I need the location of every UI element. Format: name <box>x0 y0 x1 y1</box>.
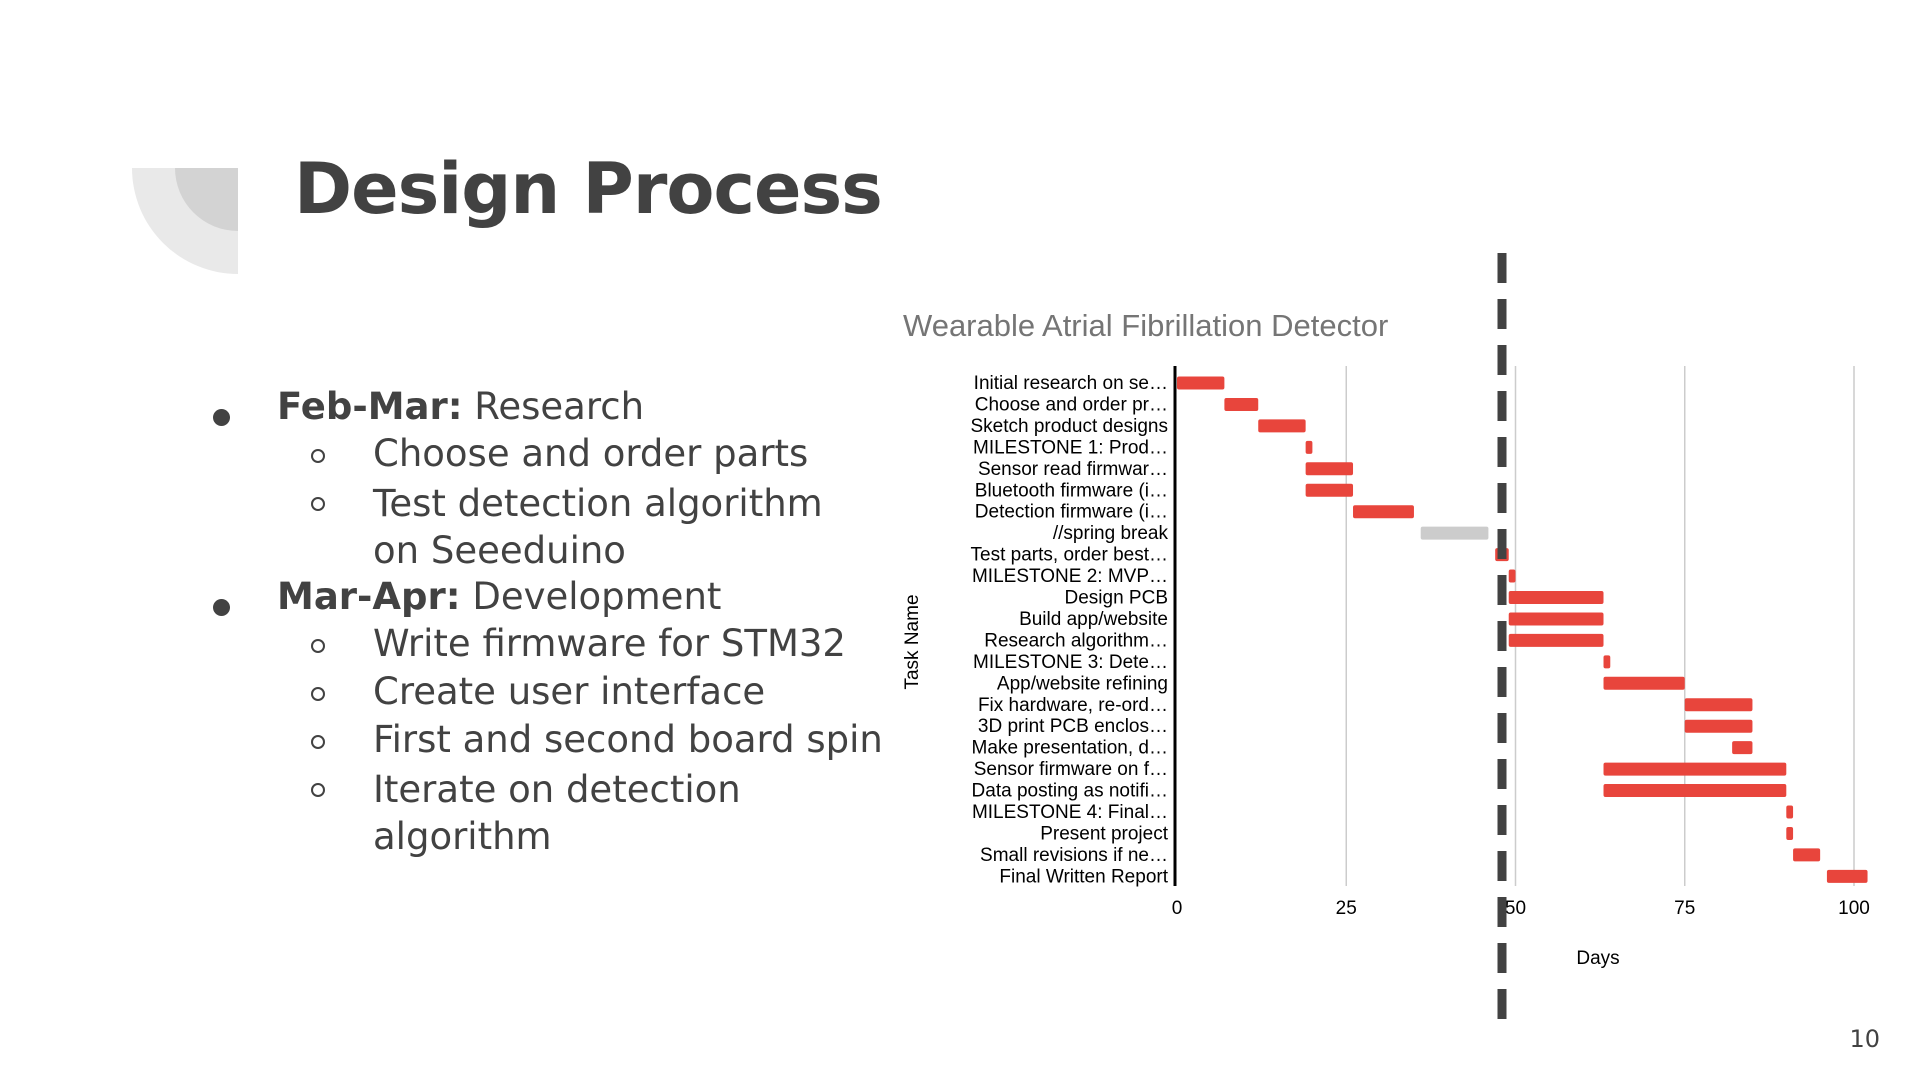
gantt-bar <box>1258 419 1306 433</box>
task-label: MILESTONE 2: MVP… <box>972 566 1168 587</box>
gantt-bar <box>1826 869 1868 883</box>
y-axis-label: Task Name <box>902 594 923 689</box>
task-label: MILESTONE 1: Prod… <box>973 437 1168 458</box>
gantt-bar <box>1508 591 1604 604</box>
decorative-corner-shape <box>132 168 238 274</box>
sub-bullet-item: Choose and order parts <box>373 432 809 475</box>
task-label: Sensor read firmwar… <box>978 459 1168 480</box>
task-label: MILESTONE 3: Dete… <box>973 652 1168 673</box>
task-label: Sensor firmware on f… <box>974 759 1168 780</box>
decor-inner-arc <box>175 168 238 231</box>
gantt-bar <box>1353 505 1414 519</box>
x-tick-label: 0 <box>1172 898 1183 919</box>
sub-bullet-item: Write firmware for STM32 <box>373 622 846 665</box>
task-label: Design PCB <box>1065 588 1169 609</box>
gantt-bar <box>1305 440 1313 454</box>
gantt-bar <box>1508 633 1604 647</box>
gantt-bar <box>1786 805 1794 819</box>
bullet-text: Research <box>462 385 645 428</box>
bars <box>1177 376 1868 883</box>
task-label: //spring break <box>1053 523 1169 544</box>
x-axis-label: Days <box>1576 948 1619 969</box>
x-tick-labels: 0 25 50 75 100 <box>1172 898 1870 919</box>
gantt-bar <box>1793 848 1821 862</box>
gantt-bar <box>1684 698 1753 712</box>
x-tick-label: 75 <box>1674 898 1695 919</box>
gantt-bar-break <box>1420 526 1489 540</box>
page-number: 10 <box>1849 1025 1880 1053</box>
task-label: Fix hardware, re-ord… <box>978 695 1168 716</box>
bullet-text: Development <box>460 575 722 618</box>
task-label: Make presentation, d… <box>972 738 1168 759</box>
gantt-bar <box>1508 569 1516 583</box>
task-label: Initial research on se… <box>974 373 1168 394</box>
bullet-dot <box>213 599 230 616</box>
sub-bullet-ring <box>311 639 325 653</box>
sub-bullet-ring <box>311 497 325 511</box>
task-label: Detection firmware (i… <box>975 502 1168 523</box>
task-label: Choose and order pr… <box>975 394 1168 415</box>
sub-bullet-item: Test detection algorithm on Seeeduino <box>373 482 823 572</box>
sub-bullet-ring <box>311 449 325 463</box>
bullet-bold-label: Feb-Mar: <box>277 385 463 428</box>
gantt-bar <box>1177 376 1225 390</box>
grid-lines <box>1345 366 1855 886</box>
task-label: Test parts, order best… <box>971 545 1168 566</box>
gantt-bar <box>1603 655 1611 669</box>
bullet-item-feb-mar: Feb-Mar: Research <box>277 385 644 428</box>
sub-bullet-ring <box>311 687 325 701</box>
gantt-bar <box>1305 483 1354 497</box>
sub-bullet-ring <box>311 783 325 797</box>
bullet-item-mar-apr: Mar-Apr: Development <box>277 575 721 618</box>
x-tick-label: 50 <box>1505 898 1526 919</box>
gantt-bar <box>1603 676 1685 690</box>
gantt-bar <box>1684 719 1753 733</box>
gantt-bar <box>1603 784 1787 798</box>
task-label: 3D print PCB enclos… <box>978 716 1168 737</box>
sub-bullet-item: First and second board spin <box>373 718 883 761</box>
task-label: Bluetooth firmware (i… <box>975 480 1168 501</box>
x-tick-label: 100 <box>1838 898 1870 919</box>
sub-bullet-item: Iterate on detection algorithm <box>373 768 741 858</box>
bullet-dot <box>213 409 230 426</box>
gantt-bar <box>1305 462 1354 476</box>
task-label: Sketch product designs <box>970 416 1168 437</box>
sub-bullet-item: Create user interface <box>373 670 766 713</box>
sub-bullet-ring <box>311 735 325 749</box>
task-label: Final Written Report <box>999 866 1168 887</box>
gantt-bar <box>1508 612 1604 626</box>
task-label: Small revisions if ne… <box>980 845 1168 866</box>
bullet-bold-label: Mar-Apr: <box>277 575 461 618</box>
gantt-bar <box>1603 762 1787 776</box>
task-label: MILESTONE 4: Final… <box>972 802 1168 823</box>
x-tick-label: 25 <box>1336 898 1357 919</box>
task-label: Data posting as notifi… <box>972 781 1168 802</box>
gantt-bar <box>1786 826 1794 840</box>
gantt-bar <box>1732 741 1753 755</box>
task-label: App/website refining <box>997 673 1168 694</box>
slide-title: Design Process <box>294 148 883 230</box>
task-label: Research algorithm… <box>984 630 1168 651</box>
task-label: Present project <box>1040 823 1169 844</box>
task-labels: Initial research on se…Choose and order … <box>970 373 1168 887</box>
gantt-bar <box>1224 397 1259 411</box>
task-label: Build app/website <box>1019 609 1168 630</box>
chart-title: Wearable Atrial Fibrillation Detector <box>903 308 1388 343</box>
